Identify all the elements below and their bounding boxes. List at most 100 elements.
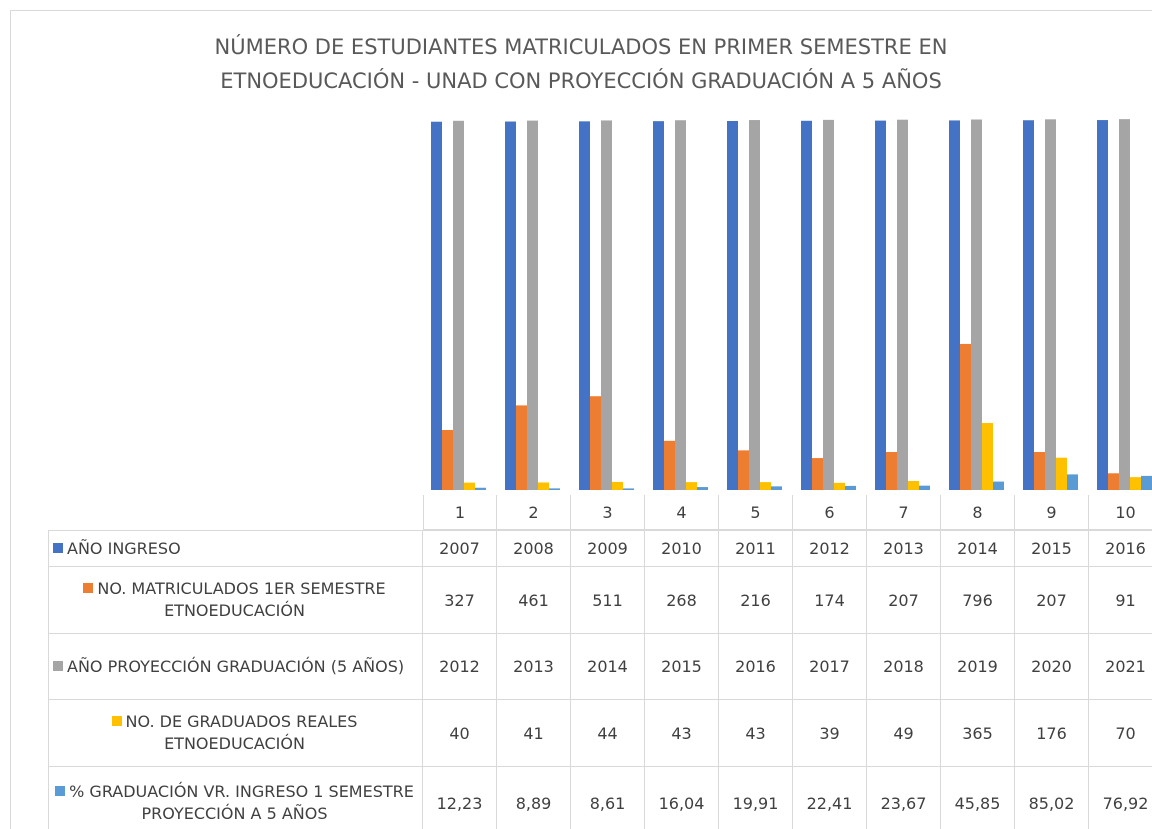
- bar: [527, 120, 538, 490]
- bar: [1141, 475, 1152, 490]
- bar: [727, 120, 738, 490]
- bar: [1023, 120, 1034, 490]
- legend-entry: NO. DE GRADUADOS REALES ETNOEDUCACIÓN: [48, 700, 423, 767]
- bar: [982, 423, 993, 490]
- category-label: 5: [719, 495, 793, 530]
- bar: [675, 120, 686, 490]
- table-cell: 2011: [719, 530, 793, 567]
- legend-label: AÑO INGRESO: [67, 538, 181, 558]
- table-cell: 2015: [645, 634, 719, 700]
- bar: [612, 481, 623, 490]
- table-cell: 176: [1015, 700, 1089, 767]
- table-cell: 16,04: [645, 767, 719, 829]
- legend-item: NO. MATRICULADOS 1ER SEMESTRE ETNOEDUCAC…: [53, 578, 416, 622]
- legend-entry: % GRADUACIÓN VR. INGRESO 1 SEMESTRE PROY…: [48, 767, 423, 829]
- legend-key: [53, 660, 63, 671]
- legend-item: % GRADUACIÓN VR. INGRESO 1 SEMESTRE PROY…: [53, 781, 416, 825]
- bar: [1119, 119, 1130, 491]
- table-cell: 12,23: [423, 767, 497, 829]
- table-cell: 8,89: [497, 767, 571, 829]
- table-cell: 796: [941, 567, 1015, 634]
- legend-label: NO. MATRICULADOS 1ER SEMESTRE ETNOEDUCAC…: [97, 579, 386, 620]
- bar: [875, 120, 886, 490]
- table-cell: 2013: [497, 634, 571, 700]
- legend-item: AÑO INGRESO: [53, 538, 181, 560]
- bar: [623, 488, 634, 490]
- bar: [812, 458, 823, 490]
- bar: [897, 119, 908, 491]
- table-cell: 2017: [793, 634, 867, 700]
- bar: [823, 119, 834, 491]
- bar: [1034, 452, 1045, 490]
- table-cell: 43: [645, 700, 719, 767]
- legend-key: [55, 786, 66, 796]
- legend-item: AÑO PROYECCIÓN GRADUACIÓN (5 AÑOS): [53, 656, 404, 678]
- bar: [760, 482, 771, 490]
- bar: [960, 343, 971, 490]
- bar: [579, 121, 590, 490]
- legend-entry: AÑO INGRESO: [48, 530, 423, 567]
- table-cell: 2021: [1089, 634, 1152, 700]
- bar: [464, 482, 475, 490]
- table-cell: 2014: [941, 530, 1015, 567]
- table-cell: 41: [497, 700, 571, 767]
- table-cell: 2010: [645, 530, 719, 567]
- table-cell: 22,41: [793, 767, 867, 829]
- table-cell: 2015: [1015, 530, 1089, 567]
- legend-label: NO. DE GRADUADOS REALES ETNOEDUCACIÓN: [125, 712, 358, 753]
- bar: [919, 485, 930, 490]
- bar: [516, 405, 527, 490]
- table-cell: 2019: [941, 634, 1015, 700]
- table-cell: 207: [867, 567, 941, 634]
- table-cell: 39: [793, 700, 867, 767]
- bar: [908, 481, 919, 490]
- category-label: 2: [497, 495, 571, 530]
- bar: [549, 488, 560, 490]
- table-cell: 174: [793, 567, 867, 634]
- bar: [845, 485, 856, 490]
- legend-entry: NO. MATRICULADOS 1ER SEMESTRE ETNOEDUCAC…: [48, 567, 423, 634]
- bar: [971, 119, 982, 491]
- table-cell: 461: [497, 567, 571, 634]
- table-cell: 216: [719, 567, 793, 634]
- bar: [949, 120, 960, 490]
- category-label: 7: [867, 495, 941, 530]
- bar: [538, 482, 549, 490]
- table-cell: 19,91: [719, 767, 793, 829]
- legend-entry: AÑO PROYECCIÓN GRADUACIÓN (5 AÑOS): [48, 634, 423, 700]
- bar: [1097, 120, 1108, 491]
- table-cell: 8,61: [571, 767, 645, 829]
- category-label: 9: [1015, 495, 1089, 530]
- bar: [738, 450, 749, 490]
- bar: [686, 482, 697, 490]
- table-cell: 91: [1089, 567, 1152, 634]
- table-cell: 85,02: [1015, 767, 1089, 829]
- table-cell: 2012: [793, 530, 867, 567]
- bar: [442, 429, 453, 490]
- legend-key: [83, 583, 94, 593]
- table-cell: 44: [571, 700, 645, 767]
- bar: [505, 121, 516, 491]
- bar: [1067, 474, 1078, 490]
- bar: [1056, 457, 1067, 490]
- category-label: 8: [941, 495, 1015, 530]
- table-cell: 2013: [867, 530, 941, 567]
- table-cell: 23,67: [867, 767, 941, 829]
- table-cell: 2018: [867, 634, 941, 700]
- bar: [590, 396, 601, 490]
- chart-title: NÚMERO DE ESTUDIANTES MATRICULADOS EN PR…: [214, 35, 948, 93]
- legend-label: % GRADUACIÓN VR. INGRESO 1 SEMESTRE PROY…: [69, 782, 414, 823]
- table-cell: 70: [1089, 700, 1152, 767]
- category-label: 4: [645, 495, 719, 530]
- bar: [1108, 473, 1119, 490]
- bar: [1130, 477, 1141, 490]
- legend-key: [111, 716, 122, 726]
- category-label: 3: [571, 495, 645, 530]
- bar: [1045, 119, 1056, 490]
- table-cell: 76,92: [1089, 767, 1152, 829]
- bar: [601, 120, 612, 490]
- table-cell: 43: [719, 700, 793, 767]
- bar: [453, 120, 464, 490]
